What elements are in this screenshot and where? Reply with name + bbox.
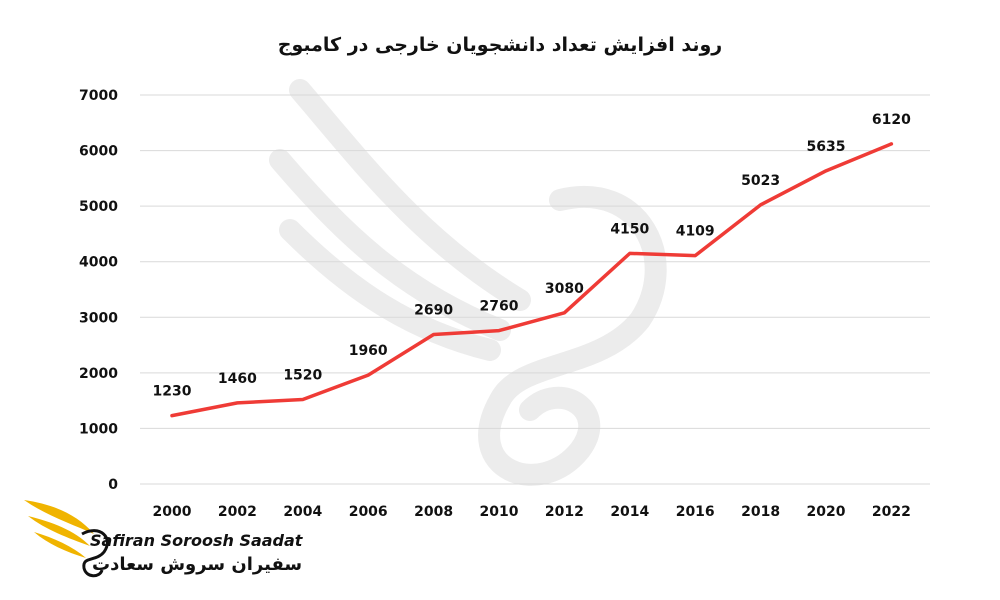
y-tick-label: 7000 [79,88,118,104]
x-tick-label: 2002 [218,504,257,520]
data-label: 4150 [610,221,649,237]
data-label: 1460 [218,371,257,387]
data-label: 5635 [807,139,846,155]
data-label: 3080 [545,281,584,297]
data-label: 2760 [480,299,519,315]
y-tick-label: 6000 [79,144,118,160]
y-tick-label: 3000 [79,310,118,326]
y-tick-label: 4000 [79,255,118,271]
data-label: 6120 [872,112,911,128]
x-tick-label: 2014 [610,504,649,520]
y-tick-label: 5000 [79,199,118,215]
y-tick-label: 0 [108,477,118,493]
x-tick-label: 2012 [545,504,584,520]
series-line [170,142,894,418]
x-tick-label: 2020 [807,504,846,520]
data-label: 2690 [414,303,453,319]
data-label: 5023 [741,173,780,189]
x-tick-label: 2000 [153,504,192,520]
brand-name-en: Safiran Soroosh Saadat [90,531,303,550]
chart-title: روند افزایش تعداد دانشجویان خارجی در کام… [277,34,723,56]
data-label: 1960 [349,343,388,359]
x-tick-label: 2008 [414,504,453,520]
brand-name-fa: سفیران سروش سعادت [92,554,303,575]
y-tick-label: 2000 [79,366,118,382]
data-label: 1520 [283,368,322,384]
y-tick-label: 1000 [79,421,118,437]
x-tick-label: 2006 [349,504,388,520]
data-label: 4109 [676,224,715,240]
x-tick-label: 2018 [741,504,780,520]
data-label: 1230 [153,384,192,400]
x-tick-label: 2004 [283,504,322,520]
wing-logo-icon [24,500,109,578]
x-tick-label: 2022 [872,504,911,520]
x-tick-label: 2010 [480,504,519,520]
x-tick-label: 2016 [676,504,715,520]
